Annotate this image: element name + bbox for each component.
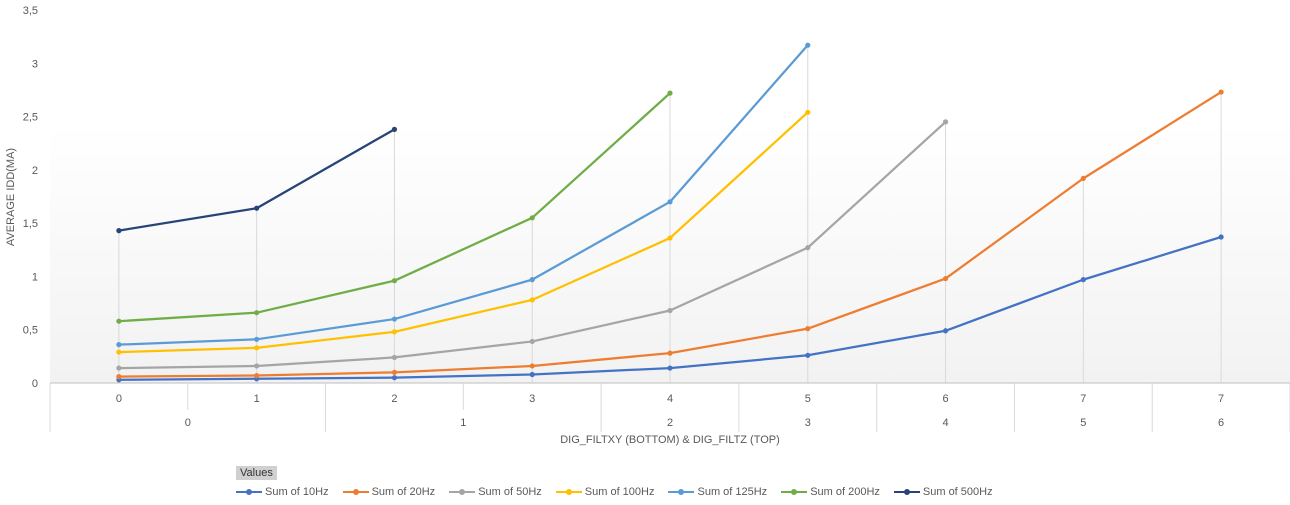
data-point-sum-of-125hz [529,277,535,283]
legend: Values Sum of 10Hz Sum of 20Hz Sum of 50Hz… [236,466,993,498]
data-point-sum-of-20hz [116,374,122,380]
data-point-sum-of-50hz [254,363,260,369]
y-tick-label: 3,5 [23,5,38,17]
y-tick-label: 1,5 [23,218,38,230]
legend-swatch [555,487,582,497]
data-point-sum-of-10hz [529,371,535,378]
x-tick-label-top: 4 [667,393,673,405]
data-point-sum-of-125hz [391,316,398,322]
data-point-sum-of-10hz [1080,277,1086,283]
data-point-sum-of-100hz [391,329,398,335]
y-tick-label: 2,5 [23,112,38,124]
series-line-sum-of-100hz [118,111,809,354]
data-point-sum-of-50hz [391,354,398,361]
data-point-sum-of-500hz [391,126,398,132]
data-point-sum-of-50hz [529,338,535,345]
data-point-sum-of-200hz [254,310,260,316]
series-line-sum-of-125hz [118,44,809,346]
legend-swatch [236,487,262,497]
x-tick-label-top: 0 [116,393,122,405]
data-point-sum-of-200hz [529,215,535,221]
y-tick-label: 0,5 [23,325,38,337]
legend-swatch [342,487,369,497]
x-tick-label-top: 1 [254,393,260,405]
y-tick-label: 2 [32,165,38,177]
legend-swatch [893,487,920,497]
data-point-sum-of-20hz [942,275,949,282]
x-tick-label-top: 2 [391,393,397,405]
legend-swatch [449,487,476,497]
legend-item-sum-of-50hz: Sum of 50Hz [449,486,542,498]
x-tick-label-bottom: 4 [942,417,948,429]
legend-label: Sum of 20Hz [371,486,436,498]
x-tick-label-bottom: 2 [667,417,673,429]
legend-item-sum-of-125hz: Sum of 125Hz [668,486,767,498]
data-point-sum-of-20hz [805,326,811,332]
legend-item-sum-of-200hz: Sum of 200Hz [781,486,880,498]
data-point-sum-of-500hz [116,228,122,234]
x-tick-label-top: 7 [1218,393,1224,405]
data-point-sum-of-10hz [1218,234,1224,240]
legend-label: Sum of 50Hz [478,486,542,498]
x-tick-label-top: 5 [805,393,811,405]
data-point-sum-of-20hz [1080,175,1086,181]
data-point-sum-of-10hz [391,375,398,381]
data-point-sum-of-500hz [254,205,260,211]
data-point-sum-of-125hz [805,42,811,48]
legend-label: Sum of 125Hz [697,486,768,498]
x-tick-label-bottom: 0 [185,417,191,429]
data-point-sum-of-20hz [391,369,398,375]
legend-label: Sum of 200Hz [810,486,880,498]
data-point-sum-of-200hz [391,278,398,284]
data-point-sum-of-100hz [529,297,535,303]
legend-title: Values [236,466,277,480]
data-point-sum-of-125hz [254,336,260,342]
data-point-sum-of-100hz [254,345,260,351]
x-tick-label-bottom: 5 [1080,417,1086,429]
x-tick-label-bottom: 3 [805,417,811,429]
data-point-sum-of-200hz [116,318,122,324]
x-tick-label-top: 6 [942,393,948,405]
x-tick-label-top: 3 [529,393,535,405]
data-point-sum-of-10hz [805,352,811,358]
y-tick-label: 0 [32,378,38,390]
legend-swatch [781,487,808,497]
data-point-sum-of-50hz [942,119,949,125]
legend-label: Sum of 10Hz [265,486,329,498]
data-point-sum-of-100hz [805,109,811,115]
legend-item-sum-of-20hz: Sum of 20Hz [342,486,436,498]
y-axis-title: AVERAGE IDD(MA) [5,148,17,246]
x-tick-label-bottom: 6 [1218,417,1224,429]
data-point-sum-of-125hz [667,199,673,205]
data-point-sum-of-50hz [667,307,673,314]
y-tick-label: 1 [32,271,38,283]
legend-item-sum-of-500hz: Sum of 500Hz [893,486,993,498]
data-point-sum-of-20hz [529,363,535,369]
data-point-sum-of-20hz [1218,89,1224,95]
data-point-sum-of-50hz [116,365,122,371]
data-point-sum-of-125hz [116,342,122,348]
x-tick-label-top: 7 [1080,393,1086,405]
legend-label: Sum of 500Hz [922,486,993,498]
data-point-sum-of-10hz [667,365,673,371]
y-tick-label: 3 [32,58,38,70]
data-point-sum-of-20hz [254,372,260,379]
legend-item-sum-of-100hz: Sum of 100Hz [555,486,655,498]
data-point-sum-of-50hz [805,245,811,251]
legend-label: Sum of 100Hz [584,486,655,498]
data-point-sum-of-20hz [667,350,673,356]
x-tick-label-bottom: 1 [460,417,466,429]
data-point-sum-of-200hz [667,90,673,96]
legend-item-sum-of-10hz: Sum of 10Hz [236,486,329,498]
data-point-sum-of-100hz [667,235,673,241]
x-axis-title: DIG_FILTXY (BOTTOM) & DIG_FILTZ (TOP) [560,434,780,446]
data-point-sum-of-100hz [116,349,122,355]
data-point-sum-of-10hz [942,328,949,334]
legend-items: Sum of 10Hz Sum of 20Hz Sum of 50Hz Sum of … [236,486,993,498]
legend-swatch [668,487,695,497]
